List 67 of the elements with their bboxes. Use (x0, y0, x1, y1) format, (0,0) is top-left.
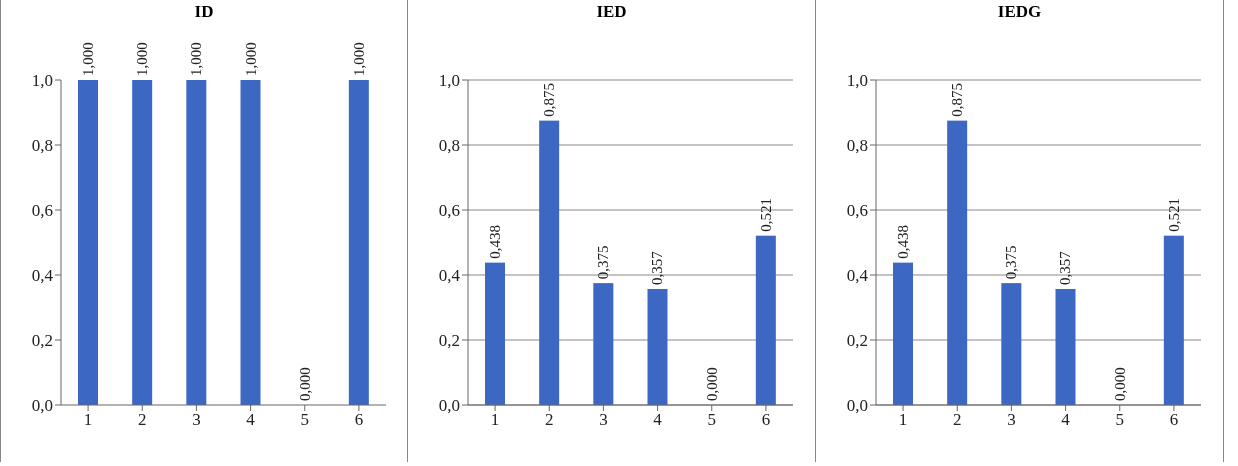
data-label: 0,875 (949, 82, 966, 117)
y-tick-label: 1,0 (846, 71, 868, 91)
y-tick-label: 0,0 (846, 396, 868, 416)
data-label: 0,521 (757, 197, 774, 232)
data-label: 1,000 (188, 42, 205, 76)
y-tick-label: 0,2 (846, 331, 868, 351)
data-label: 0,521 (1165, 197, 1182, 232)
y-tick-label: 0,2 (438, 331, 460, 351)
bar (485, 262, 505, 405)
data-label: 0,875 (541, 82, 558, 117)
x-tick-label: 5 (300, 410, 309, 430)
bar (1001, 283, 1022, 405)
y-tick-label: 0,4 (846, 266, 869, 286)
y-tick-label: 0,4 (31, 266, 54, 286)
x-tick-label: 2 (138, 410, 147, 430)
data-label: 1,000 (134, 42, 151, 76)
y-tick-label: 0,6 (846, 201, 868, 221)
bar (755, 235, 776, 405)
data-label: 0,438 (487, 224, 503, 259)
y-tick-label: 0,2 (31, 331, 53, 351)
y-tick-label: 1,0 (31, 71, 53, 91)
x-tick-label: 3 (192, 410, 201, 430)
y-tick-label: 0,8 (846, 136, 868, 156)
x-tick-label: 1 (83, 410, 93, 430)
bar (1055, 288, 1076, 405)
y-tick-label: 0,6 (438, 201, 460, 221)
y-tick-label: 0,6 (31, 201, 53, 221)
x-tick-label: 1 (898, 410, 908, 430)
bar (593, 283, 614, 405)
x-tick-label: 5 (1115, 410, 1124, 430)
y-tick-label: 0,8 (31, 136, 53, 156)
data-label: 0,438 (895, 224, 911, 259)
data-label: 1,000 (242, 42, 259, 76)
y-tick-label: 0,8 (438, 136, 460, 156)
x-tick-label: 3 (1007, 410, 1016, 430)
bar (539, 120, 560, 405)
data-label: 0,000 (703, 367, 720, 401)
bar (1163, 235, 1184, 405)
x-tick-label: 6 (354, 410, 364, 430)
chart-title: IED (595, 2, 628, 22)
chart-title: IEDG (996, 2, 1043, 22)
data-label: 0,375 (595, 245, 612, 280)
x-tick-label: 5 (707, 410, 716, 430)
data-label: 1,000 (350, 42, 367, 76)
data-label: 0,357 (649, 250, 666, 285)
x-tick-label: 6 (1169, 410, 1179, 430)
data-label: 1,000 (80, 42, 96, 76)
data-label: 0,375 (1003, 245, 1020, 280)
bar (647, 288, 668, 405)
data-label: 0,000 (296, 367, 313, 401)
y-tick-label: 0,0 (438, 396, 460, 416)
bar (893, 262, 913, 405)
y-tick-label: 1,0 (438, 71, 460, 91)
x-tick-label: 6 (761, 410, 771, 430)
bar (947, 120, 968, 405)
chart-title: ID (193, 2, 215, 22)
data-label: 0,357 (1057, 250, 1074, 285)
x-tick-label: 2 (545, 410, 554, 430)
y-tick-label: 0,4 (438, 266, 461, 286)
x-tick-label: 3 (599, 410, 608, 430)
x-tick-label: 4 (653, 410, 663, 430)
x-tick-label: 4 (1061, 410, 1071, 430)
y-tick-label: 0,0 (31, 396, 53, 416)
data-label: 0,000 (1111, 367, 1128, 401)
x-tick-label: 1 (490, 410, 500, 430)
x-tick-label: 4 (246, 410, 256, 430)
x-tick-label: 2 (953, 410, 962, 430)
